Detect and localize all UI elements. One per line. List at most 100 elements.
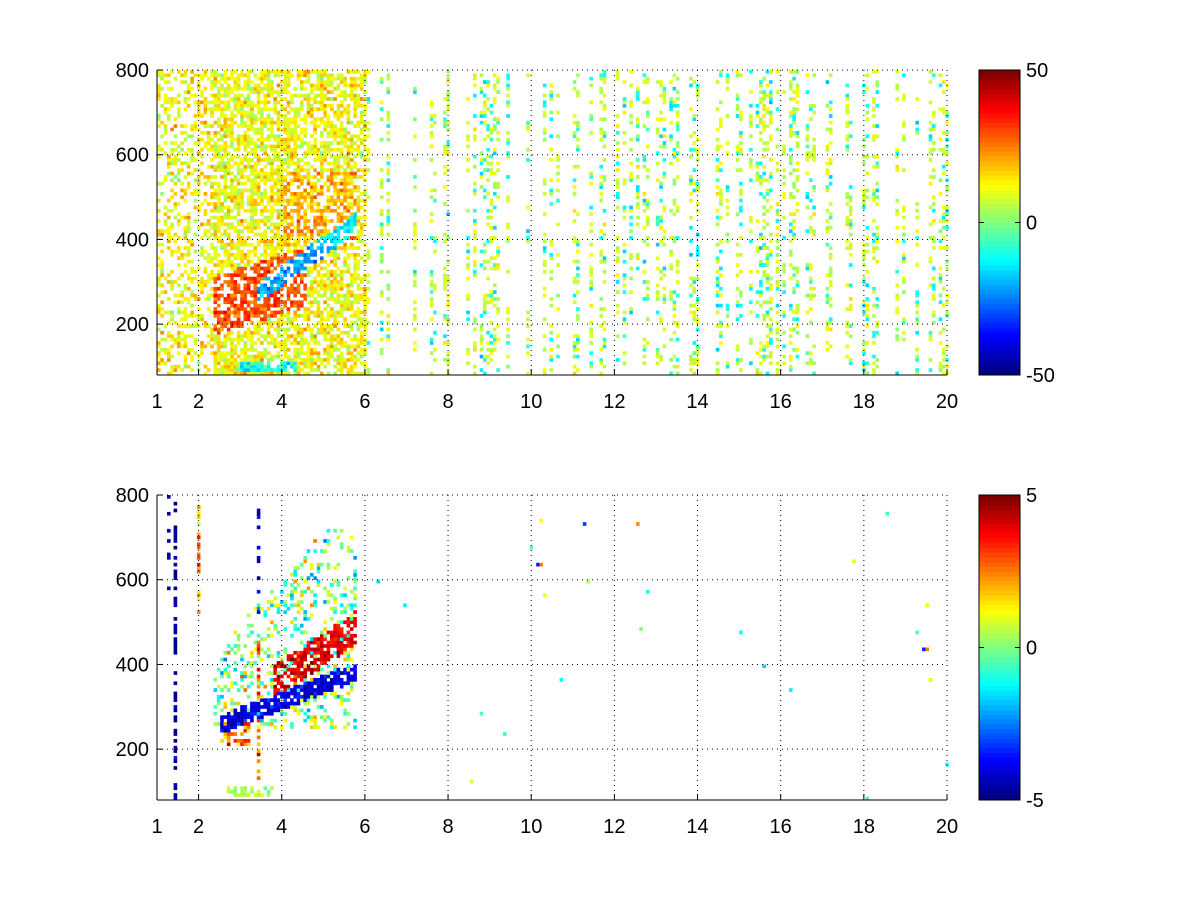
heatmap-cell [213, 341, 218, 345]
heatmap-cell [433, 236, 437, 240]
heatmap-cell [356, 314, 361, 318]
heatmap-cell [386, 320, 391, 325]
heatmap-cell [160, 273, 164, 277]
heatmap-cell [429, 195, 434, 200]
heatmap-cell [250, 347, 254, 352]
heatmap-cell [286, 314, 291, 318]
heatmap-cell [356, 276, 361, 281]
heatmap-cell [253, 90, 258, 94]
heatmap-cell [339, 337, 344, 342]
heatmap-cell [283, 229, 287, 233]
heatmap-cell [293, 269, 297, 274]
heatmap-cell [213, 300, 218, 305]
heatmap-cell [336, 134, 341, 139]
heatmap-cell [616, 310, 620, 315]
heatmap-cell [359, 286, 364, 291]
heatmap-cell [306, 361, 311, 366]
heatmap-cell [386, 124, 391, 128]
heatmap-cell [246, 283, 251, 288]
heatmap-cell [253, 307, 258, 311]
heatmap-cell [260, 70, 264, 74]
heatmap-cell [795, 86, 800, 91]
heatmap-cell [226, 151, 231, 155]
heatmap-cell [549, 117, 554, 122]
heatmap-cell [795, 168, 800, 172]
heatmap-cell [316, 83, 321, 88]
heatmap-cell [719, 202, 723, 206]
heatmap-cell [310, 351, 314, 355]
heatmap-cell [672, 239, 677, 244]
heatmap-cell [313, 297, 317, 301]
heatmap-cell [243, 256, 248, 261]
heatmap-cell [256, 161, 261, 166]
heatmap-cell [549, 276, 554, 281]
heatmap-cell [875, 330, 880, 335]
heatmap-cell [236, 188, 241, 193]
heatmap-cell [735, 347, 740, 352]
heatmap-cell [782, 266, 786, 271]
heatmap-cell [775, 283, 780, 288]
heatmap-cell [429, 100, 434, 105]
heatmap-cell [353, 320, 357, 325]
heatmap-cell [270, 127, 274, 132]
heatmap-cell [636, 93, 640, 98]
heatmap-cell [316, 310, 321, 315]
heatmap-cell [695, 202, 700, 206]
heatmap-cell [366, 134, 371, 139]
heatmap-cell [270, 269, 274, 274]
heatmap-cell [689, 368, 693, 372]
heatmap-cell [233, 344, 238, 349]
heatmap-cell [695, 249, 700, 254]
heatmap-cell [190, 269, 194, 274]
heatmap-cell [789, 131, 793, 135]
heatmap-cell [339, 361, 344, 366]
heatmap-cell [353, 259, 357, 264]
heatmap-cell [250, 192, 254, 196]
heatmap-cell [190, 192, 194, 196]
heatmap-cell [363, 158, 367, 162]
heatmap-cell [293, 131, 297, 135]
heatmap-cell [220, 317, 224, 322]
heatmap-cell [622, 320, 627, 325]
heatmap-cell [263, 120, 267, 125]
heatmap-cell [413, 229, 417, 233]
heatmap-cell [213, 351, 218, 355]
heatmap-cell [177, 158, 181, 162]
heatmap-cell [828, 225, 833, 230]
heatmap-cell [167, 246, 171, 250]
heatmap-cell [343, 158, 347, 162]
heatmap-cell [296, 242, 301, 247]
heatmap-cell [762, 164, 766, 169]
heatmap-cell [296, 110, 301, 115]
heatmap-cell [715, 276, 720, 281]
heatmap-cell [862, 137, 866, 142]
heatmap-cell [243, 120, 248, 125]
heatmap-cell [283, 107, 287, 111]
heatmap-cell [792, 232, 796, 237]
heatmap-cell [170, 195, 174, 200]
heatmap-cell [157, 280, 161, 284]
heatmap-cell [379, 253, 384, 257]
heatmap-cell [549, 337, 554, 342]
heatmap-cell [200, 154, 204, 159]
heatmap-cell [589, 171, 593, 176]
heatmap-cell [173, 239, 178, 244]
heatmap-cell [276, 368, 281, 372]
heatmap-cell [875, 124, 880, 128]
heatmap-cell [735, 361, 740, 366]
heatmap-cell [809, 320, 813, 325]
heatmap-cell [413, 246, 417, 250]
heatmap-cell [243, 168, 248, 172]
heatmap-cell [339, 90, 344, 94]
heatmap-cell [759, 120, 763, 125]
heatmap-cell [213, 195, 218, 200]
heatmap-cell [333, 259, 337, 264]
heatmap-cell [216, 198, 221, 203]
heatmap-cell [333, 371, 337, 376]
heatmap-cell [303, 195, 307, 200]
heatmap-cell [812, 137, 816, 142]
heatmap-cell [246, 259, 251, 264]
heatmap-cell [875, 364, 880, 369]
heatmap-cell [263, 256, 267, 261]
heatmap-cell [276, 70, 281, 74]
